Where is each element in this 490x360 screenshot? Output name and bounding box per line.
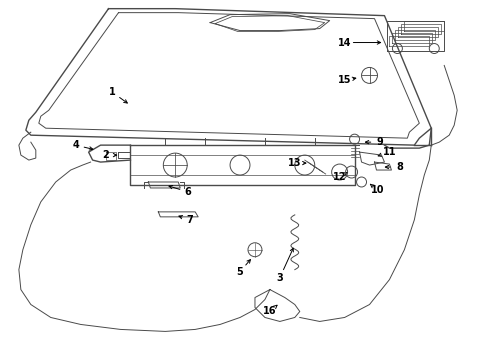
Text: 13: 13	[288, 158, 301, 168]
Text: 2: 2	[102, 150, 109, 160]
Text: 15: 15	[338, 75, 351, 85]
Text: 7: 7	[187, 215, 194, 225]
Text: 6: 6	[185, 187, 192, 197]
Text: 16: 16	[263, 306, 277, 316]
Text: 10: 10	[371, 185, 384, 195]
Text: 12: 12	[333, 172, 346, 182]
Text: 3: 3	[276, 273, 283, 283]
Text: 1: 1	[109, 87, 116, 97]
Text: 8: 8	[396, 162, 403, 172]
Text: 14: 14	[338, 37, 351, 48]
Text: 5: 5	[237, 267, 244, 276]
Text: 9: 9	[376, 137, 383, 147]
Text: 11: 11	[383, 147, 396, 157]
Text: 4: 4	[73, 140, 79, 150]
